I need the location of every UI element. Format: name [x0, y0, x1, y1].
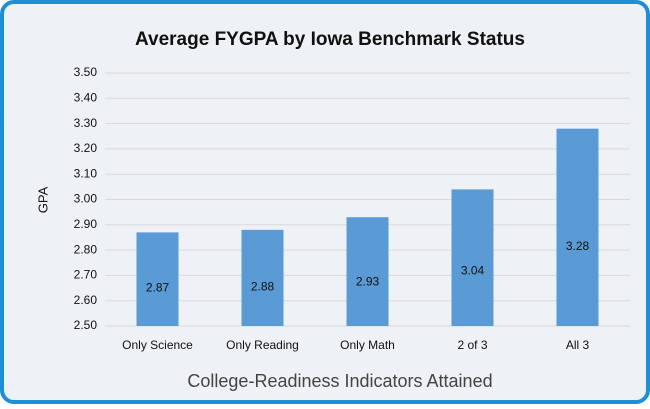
value-label: 2.87 [146, 281, 170, 295]
value-label: 3.04 [461, 264, 485, 278]
x-axis-label: College-Readiness Indicators Attained [187, 371, 492, 391]
bar [451, 189, 494, 326]
x-tick-label: Only Math [340, 338, 395, 352]
bar [136, 232, 179, 326]
x-tick-label: Only Reading [226, 338, 299, 352]
y-tick-label: 2.80 [74, 242, 98, 256]
y-axis-label: GPA [35, 186, 50, 213]
y-tick-label: 3.00 [74, 192, 98, 206]
bar [241, 229, 284, 326]
value-label: 2.88 [251, 280, 275, 294]
y-tick-label: 2.70 [74, 268, 98, 282]
y-tick-label: 3.10 [74, 166, 98, 180]
y-tick-label: 3.40 [74, 90, 98, 104]
y-tick-label: 3.30 [74, 116, 98, 130]
y-tick-label: 3.50 [74, 65, 98, 79]
x-tick-label: All 3 [566, 338, 590, 352]
y-tick-label: 2.50 [74, 318, 98, 332]
x-tick-label: Only Science [122, 338, 193, 352]
value-label: 3.28 [566, 239, 590, 253]
y-tick-label: 2.90 [74, 217, 98, 231]
y-tick-label: 2.60 [74, 293, 98, 307]
value-label: 2.93 [356, 275, 380, 289]
bar [556, 128, 599, 326]
bar [346, 217, 389, 326]
chart-title: Average FYGPA by Iowa Benchmark Status [135, 29, 525, 50]
x-tick-label: 2 of 3 [457, 338, 487, 352]
y-tick-label: 3.20 [74, 141, 98, 155]
